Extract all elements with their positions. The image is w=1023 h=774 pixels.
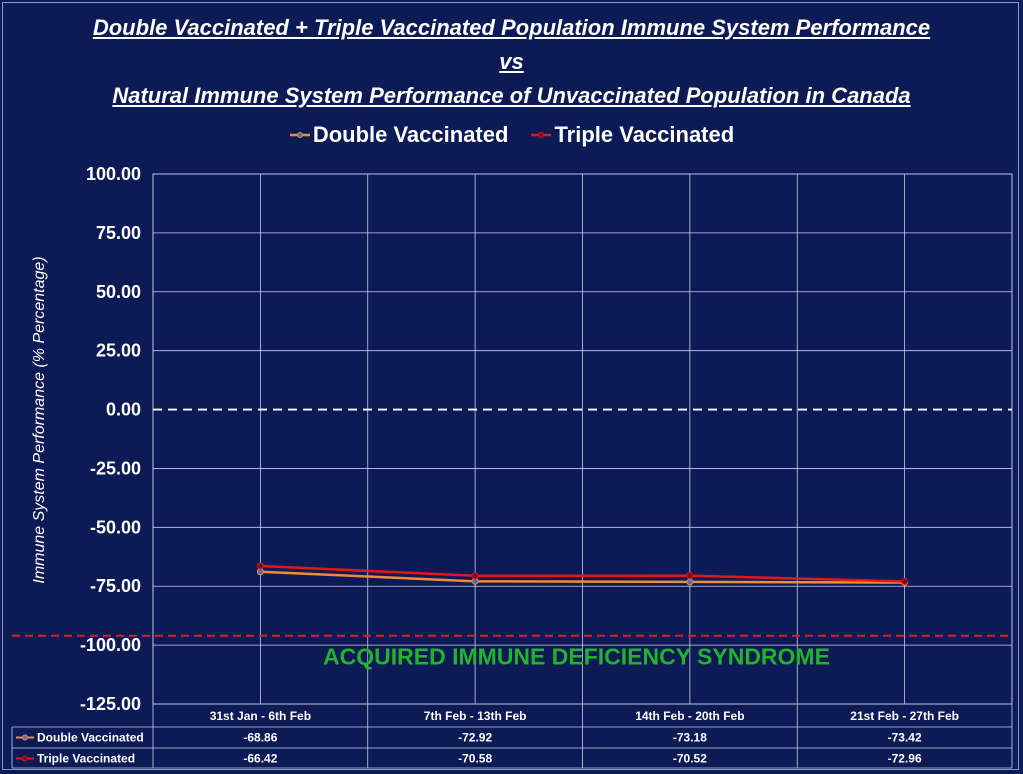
y-tick-label: 50.00 (96, 282, 141, 302)
data-point-triple (901, 577, 909, 585)
x-category-label: 14th Feb - 20th Feb (635, 709, 744, 723)
table-value-cell: -73.18 (673, 731, 707, 745)
x-category-label: 7th Feb - 13th Feb (424, 709, 527, 723)
y-tick-label: 25.00 (96, 341, 141, 361)
table-value-cell: -73.42 (888, 731, 922, 745)
data-point-triple (471, 572, 479, 580)
x-category-label: 21st Feb - 27th Feb (850, 709, 959, 723)
plot-area (152, 173, 1013, 705)
table-value-cell: -72.92 (458, 731, 492, 745)
data-point-triple (256, 562, 264, 570)
chart-title-line-3: Natural Immune System Performance of Unv… (112, 83, 911, 108)
chart-title-line-1: Double Vaccinated + Triple Vaccinated Po… (92, 15, 931, 40)
y-tick-label: 100.00 (86, 164, 141, 184)
y-tick-label: -50.00 (90, 517, 141, 537)
y-tick-label: -25.00 (90, 458, 141, 478)
table-value-cell: -70.52 (673, 752, 707, 766)
legend-item-double: Double Vaccinated (289, 118, 509, 152)
y-tick-label: 75.00 (96, 223, 141, 243)
data-point-double (256, 568, 264, 576)
chart-legend: Double Vaccinated Triple Vaccinated (0, 118, 1023, 152)
table-series-name: Triple Vaccinated (37, 752, 135, 766)
table-value-cell: -66.42 (243, 752, 277, 766)
chart-title-line-2: vs (499, 49, 524, 74)
data-point-double (686, 578, 694, 586)
table-legend-marker-triple (22, 755, 28, 762)
series-line-triple (260, 564, 905, 583)
table-legend-marker-double (22, 734, 28, 741)
legend-label-triple: Triple Vaccinated (554, 122, 735, 147)
table-series-name: Double Vaccinated (37, 731, 144, 745)
series-line-double (260, 570, 905, 584)
legend-swatch-double (289, 132, 310, 138)
x-category-label: 31st Jan - 6th Feb (210, 709, 311, 723)
y-tick-label: -125.00 (80, 694, 141, 714)
legend-label-double: Double Vaccinated (312, 122, 509, 147)
y-tick-label: -75.00 (90, 576, 141, 596)
table-value-cell: -68.86 (243, 731, 277, 745)
y-tick-label: -100.00 (80, 635, 141, 655)
aids-threshold-label: ACQUIRED IMMUNE DEFICIENCY SYNDROME (323, 644, 830, 670)
legend-item-triple: Triple Vaccinated (530, 118, 734, 152)
data-point-triple (686, 572, 694, 580)
table-value-cell: -72.96 (888, 752, 922, 766)
table-value-cell: -70.58 (458, 752, 492, 766)
y-tick-label: 0.00 (106, 400, 141, 420)
legend-swatch-triple (531, 132, 552, 138)
